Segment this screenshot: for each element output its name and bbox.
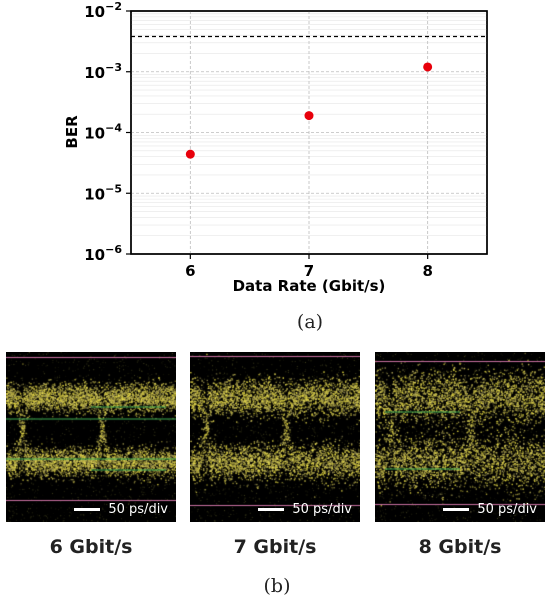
y-axis-label: BER [63,115,81,149]
eye-diagram-image [6,352,176,522]
scale-bar: 50 ps/div [74,502,168,517]
eye-label-8g: 8 Gbit/s [418,536,502,558]
y-tick-label: 10−5 [84,182,122,203]
x-tick-label: 7 [304,262,314,280]
eye-diagram-6g: 50 ps/div [6,352,176,522]
y-tick-label: 10−2 [84,0,122,21]
y-tick-label: 10−3 [84,61,122,82]
ber-data-point [304,111,314,121]
x-tick-label: 6 [185,262,195,280]
caption-a: (a) [296,311,324,333]
ber-data-point [423,62,433,72]
scale-bar: 50 ps/div [258,502,352,517]
x-axis-label: Data Rate (Gbit/s) [233,277,386,295]
caption-b: (b) [263,575,291,597]
eye-diagram-8g: 50 ps/div [375,352,545,522]
scale-label: 50 ps/div [477,502,537,517]
scale-line [258,508,285,511]
scale-bar: 50 ps/div [443,502,537,517]
eye-diagram-7g: 50 ps/div [190,352,360,522]
y-tick-label: 10−6 [84,243,122,264]
scale-line [74,508,101,511]
eye-label-7g: 7 Gbit/s [233,536,317,558]
x-tick-label: 8 [422,262,432,280]
y-tick-label: 10−4 [84,122,122,143]
ber-chart: Data Rate (Gbit/s) BER 10−6 10−5 10−4 10−3 1… [63,0,488,295]
ber-data-point [185,149,195,159]
scale-line [443,508,470,511]
scale-label: 50 ps/div [108,502,168,517]
eye-label-6g: 6 Gbit/s [49,536,133,558]
scale-label: 50 ps/div [292,502,352,517]
eye-diagram-image [190,352,360,522]
eye-diagram-image [375,352,545,522]
